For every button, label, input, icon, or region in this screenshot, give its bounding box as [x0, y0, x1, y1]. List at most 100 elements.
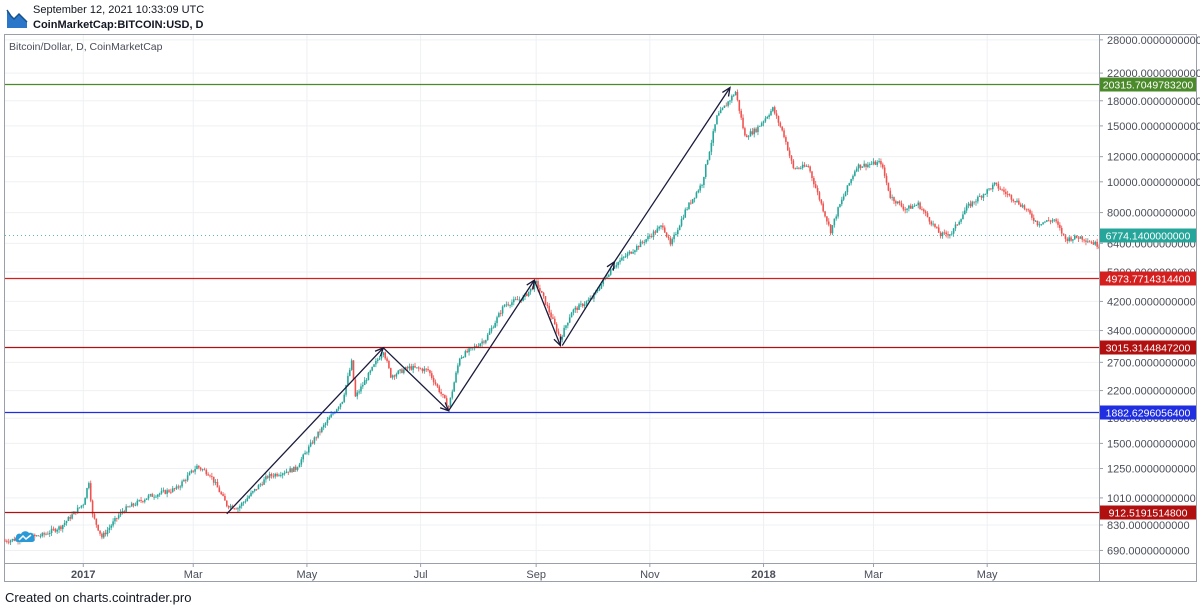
- candle-body: [477, 346, 480, 347]
- candle-body: [393, 375, 396, 377]
- candle-body: [820, 199, 823, 204]
- horizontal-levels: [5, 83, 1099, 514]
- candle-body: [801, 164, 804, 168]
- candle-body: [324, 423, 327, 426]
- candle-body: [868, 164, 871, 166]
- candle-body: [1087, 241, 1089, 243]
- trend-arrow-line[interactable]: [613, 87, 731, 263]
- candle-body: [1066, 238, 1069, 242]
- candle-body: [540, 290, 543, 293]
- trend-arrow-line[interactable]: [382, 347, 450, 412]
- candle-body: [718, 113, 720, 116]
- candle-body: [375, 360, 377, 365]
- price-axis[interactable]: 28000.0000000000 22000.0000000000 18000.00…: [1099, 35, 1200, 558]
- candle-body: [84, 497, 86, 505]
- candle-body: [307, 446, 310, 453]
- candle-body: [833, 218, 836, 226]
- candle-body: [419, 368, 422, 370]
- candle-body: [300, 459, 303, 465]
- level-price-tag: [1100, 505, 1196, 520]
- candle-body: [157, 494, 159, 497]
- level-price-label: 4973.7714314400: [1106, 274, 1191, 286]
- pane-title: Bitcoin/Dollar, D, CoinMarketCap: [9, 41, 163, 53]
- candle-body: [731, 95, 733, 101]
- candle-body: [950, 233, 953, 235]
- candle-body: [1077, 237, 1080, 239]
- candle-body: [151, 494, 154, 497]
- candle-body: [915, 205, 918, 206]
- candle-body: [747, 136, 750, 138]
- candle-body: [542, 292, 545, 297]
- candle-body: [313, 437, 316, 444]
- candle-body: [173, 488, 176, 490]
- candle-body: [619, 260, 621, 263]
- x-tick-label: May: [977, 569, 998, 581]
- candle-body: [1044, 221, 1046, 223]
- candle-body: [721, 107, 724, 110]
- candle-body: [824, 211, 826, 217]
- candle-body: [576, 307, 578, 310]
- candle-body: [104, 532, 107, 535]
- trend-arrows: [226, 86, 731, 515]
- candle-body: [952, 228, 955, 234]
- candle-body: [975, 201, 977, 203]
- candle-body: [598, 288, 601, 291]
- candle-body: [302, 454, 304, 460]
- candle-body: [61, 525, 64, 530]
- trend-arrow-line[interactable]: [533, 279, 561, 346]
- candle-body: [548, 305, 551, 313]
- symbol-title: CoinMarketCap:BITCOIN:USD, D: [33, 19, 204, 31]
- candle-body: [278, 475, 280, 477]
- candle-body: [930, 221, 933, 225]
- candle-body: [822, 203, 824, 212]
- x-tick-label: 2017: [71, 569, 95, 581]
- candle-body: [814, 184, 817, 189]
- candle-body: [1060, 227, 1063, 234]
- candle-body: [988, 188, 990, 190]
- candle-body: [360, 386, 362, 392]
- candle-body: [574, 307, 577, 310]
- candle-body: [969, 203, 972, 207]
- candle-body: [1016, 200, 1018, 203]
- candle-body: [852, 175, 854, 180]
- candle-body: [35, 535, 38, 537]
- candle-body: [455, 372, 457, 383]
- candle-body: [395, 373, 398, 377]
- candle-body: [423, 368, 426, 372]
- candle-body: [388, 361, 390, 369]
- trend-arrow-line[interactable]: [226, 347, 384, 515]
- candle-body: [235, 508, 237, 510]
- chart-header: September 12, 2021 10:33:09 UTC CoinMark…: [0, 0, 1200, 34]
- candle-body: [805, 166, 808, 167]
- candle-body: [330, 414, 332, 418]
- candle-body: [134, 504, 137, 506]
- candle-body: [827, 221, 830, 225]
- level-price-label: 20315.7049783200: [1103, 80, 1194, 92]
- candle-body: [1029, 210, 1031, 214]
- trend-arrow-line[interactable]: [448, 279, 535, 412]
- candle-body: [615, 265, 618, 267]
- time-axis[interactable]: 2017 Mar May Jul Sep Nov 2018 Mar May: [71, 563, 998, 581]
- candle-body: [939, 232, 942, 237]
- candle-body: [570, 312, 573, 318]
- chart-frame[interactable]: [4, 34, 1197, 582]
- candle-body: [283, 472, 286, 474]
- candle-body: [663, 227, 666, 233]
- candle-body: [421, 368, 424, 372]
- trend-arrow-line[interactable]: [561, 261, 615, 346]
- candle-body: [464, 351, 467, 358]
- trend-arrow-head: [526, 278, 536, 290]
- candle-body: [891, 197, 893, 198]
- candle-body: [870, 163, 873, 165]
- candle-body: [949, 234, 951, 236]
- candle-body: [581, 303, 584, 307]
- candle-body: [786, 141, 789, 151]
- candle-body: [499, 313, 502, 314]
- candle-body: [749, 131, 752, 137]
- candle-body: [708, 151, 711, 160]
- candle-body: [121, 511, 124, 512]
- candle-body: [319, 431, 321, 433]
- x-tick-label: Jul: [414, 569, 428, 581]
- candle-body: [363, 380, 366, 385]
